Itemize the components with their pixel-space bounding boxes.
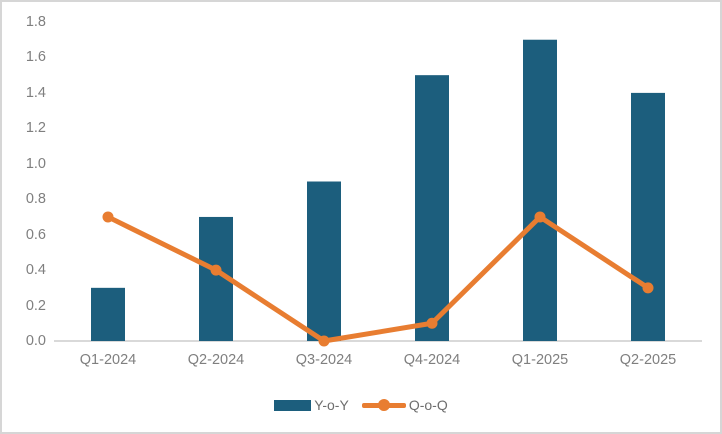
x-axis-label: Q2-2024 xyxy=(187,352,245,368)
y-tick-label: 1.2 xyxy=(25,120,46,137)
legend-item-qoq: Q-o-Q xyxy=(361,397,448,413)
y-tick-label: 0.8 xyxy=(25,191,46,208)
bar-q4-2024 xyxy=(415,75,449,342)
y-tick-label: 0.4 xyxy=(25,262,46,279)
x-axis-label: Q1-2024 xyxy=(79,352,137,368)
bar-q1-2025 xyxy=(523,39,557,341)
line-marker-q2-2024 xyxy=(210,264,222,276)
bar-q1-2024 xyxy=(91,287,125,341)
line-marker-q1-2025 xyxy=(534,211,546,223)
legend-item-yoy: Y-o-Y xyxy=(274,397,349,413)
bar-q3-2024 xyxy=(307,181,341,341)
legend-label-qoq: Q-o-Q xyxy=(408,397,448,413)
yoy-bar-swatch-icon xyxy=(274,399,312,411)
y-tick-label: 1.4 xyxy=(25,84,46,101)
y-tick-label: 1.6 xyxy=(25,49,46,66)
qoq-line-swatch-icon xyxy=(361,399,406,411)
qoq-line xyxy=(105,214,651,344)
y-tick-label: 1.0 xyxy=(25,155,46,172)
y-tick-label: 0.0 xyxy=(25,333,46,349)
bar-q2-2025 xyxy=(631,92,665,341)
y-tick-label: 1.8 xyxy=(25,14,46,30)
x-axis-label: Q1-2025 xyxy=(511,352,569,368)
x-axis-label: Q4-2024 xyxy=(403,352,461,368)
x-axis-label: Q2-2025 xyxy=(619,352,677,368)
line-marker-q2-2025 xyxy=(642,282,654,294)
line-marker-q4-2024 xyxy=(426,317,438,329)
line-marker-q1-2024 xyxy=(102,211,114,223)
line-marker-q3-2024 xyxy=(318,335,330,347)
x-axis-label: Q3-2024 xyxy=(295,352,353,368)
legend: Y-o-Y Q-o-Q xyxy=(2,393,720,417)
y-tick-label: 0.6 xyxy=(25,226,46,243)
qoq-marker-icon xyxy=(377,399,390,411)
legend-label-yoy: Y-o-Y xyxy=(314,397,349,413)
y-tick-label: 0.2 xyxy=(25,297,46,314)
